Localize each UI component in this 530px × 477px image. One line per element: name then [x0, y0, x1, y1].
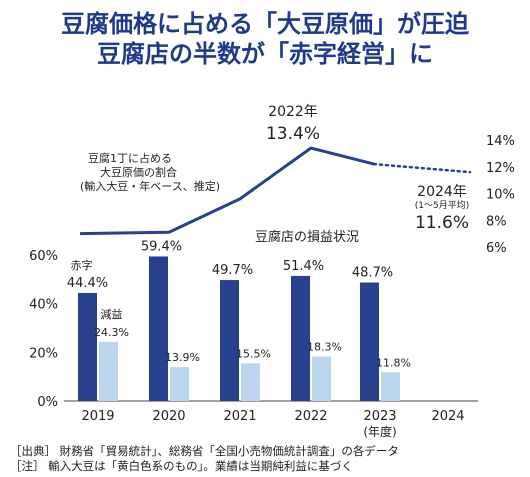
end-year-label: 2024年 — [417, 184, 467, 200]
end-value-label: 11.6% — [415, 213, 469, 233]
line-layer — [79, 146, 472, 236]
y-tick-label: 60% — [29, 249, 58, 264]
bar-decline — [170, 367, 189, 401]
line-series-label: 豆腐1丁に占める — [88, 151, 172, 165]
bar-value-label: 18.3% — [307, 340, 342, 353]
bar-value-label: 11.8% — [376, 356, 411, 369]
y2-tick-label: 12% — [486, 161, 515, 176]
y-tick-label: 20% — [29, 346, 58, 361]
y2-tick-label: 8% — [486, 214, 507, 229]
x-tick-label: 2022 — [294, 409, 327, 424]
bars — [78, 256, 400, 401]
x-tick-label: 2024 — [431, 409, 464, 424]
bar-value-label: 15.5% — [236, 347, 271, 360]
bar-decline — [241, 363, 260, 401]
y-tick-label: 40% — [29, 298, 58, 313]
series-label-deficit: 赤字 — [71, 258, 93, 272]
bar-value-label: 24.3% — [94, 326, 129, 339]
footnote-note: ［注］ 輸入大豆は「黄白色系のもの」。業績は当期純利益に基づく — [10, 459, 353, 473]
y-tick-label: 0% — [37, 395, 58, 410]
x-tick-label: 2021 — [223, 409, 256, 424]
price-share-line-estimate — [372, 162, 472, 174]
footnote-source: ［出典］ 財務省「貿易統計」、総務省「全国小売物価統計調査」の各データ — [10, 444, 399, 458]
bar-value-label: 48.7% — [352, 265, 393, 280]
bar-deficit — [149, 256, 168, 401]
bar-deficit — [291, 275, 310, 401]
x-unit-label: (年度) — [363, 424, 396, 439]
chart-title: 豆腐価格に占める「大豆原価」が圧迫 — [61, 10, 469, 38]
price-share-line — [79, 146, 375, 236]
bar-chart-title: 豆腐店の損益状況 — [255, 230, 359, 245]
line-series-label: 大豆原価の割合 — [100, 165, 177, 179]
bar-value-label: 49.7% — [212, 263, 253, 278]
x-tick-label: 2023 — [363, 409, 396, 424]
chart-texts: 44.4% 赤字 24.3% 減益 59.4% 13.9% 49.7% 15.5% 51.4% 1… — [67, 104, 469, 369]
bar-value-label: 59.4% — [141, 239, 182, 254]
y2-tick-label: 6% — [486, 241, 507, 256]
x-tick-label: 2020 — [152, 409, 185, 424]
bar-value-label: 51.4% — [283, 259, 324, 274]
bar-value-label: 44.4% — [67, 276, 108, 291]
x-tick-label: 2019 — [81, 409, 114, 424]
bar-deficit — [360, 282, 379, 401]
peak-value-label: 13.4% — [266, 124, 320, 144]
line-series-label: (輸入大豆・年ベース、推定) — [80, 179, 220, 193]
bar-axis: 0% 20% 40% 60% 2019 2020 2021 2022 2023 2024 (年度) 6… — [29, 134, 515, 439]
bar-decline — [381, 372, 400, 401]
bar-deficit — [220, 280, 239, 401]
bar-value-label: 13.9% — [165, 351, 200, 364]
y2-tick-label: 10% — [486, 188, 515, 203]
y2-tick-label: 14% — [486, 134, 515, 149]
peak-year-label: 2022年 — [268, 104, 318, 120]
bar-decline — [312, 356, 331, 401]
series-label-decline: 減益 — [101, 307, 123, 321]
bar-decline — [99, 341, 118, 401]
bar-deficit — [78, 292, 97, 401]
chart-subtitle: 豆腐店の半数が「赤字経営」に — [97, 40, 433, 68]
end-note-label: (1～5月平均) — [415, 199, 469, 211]
